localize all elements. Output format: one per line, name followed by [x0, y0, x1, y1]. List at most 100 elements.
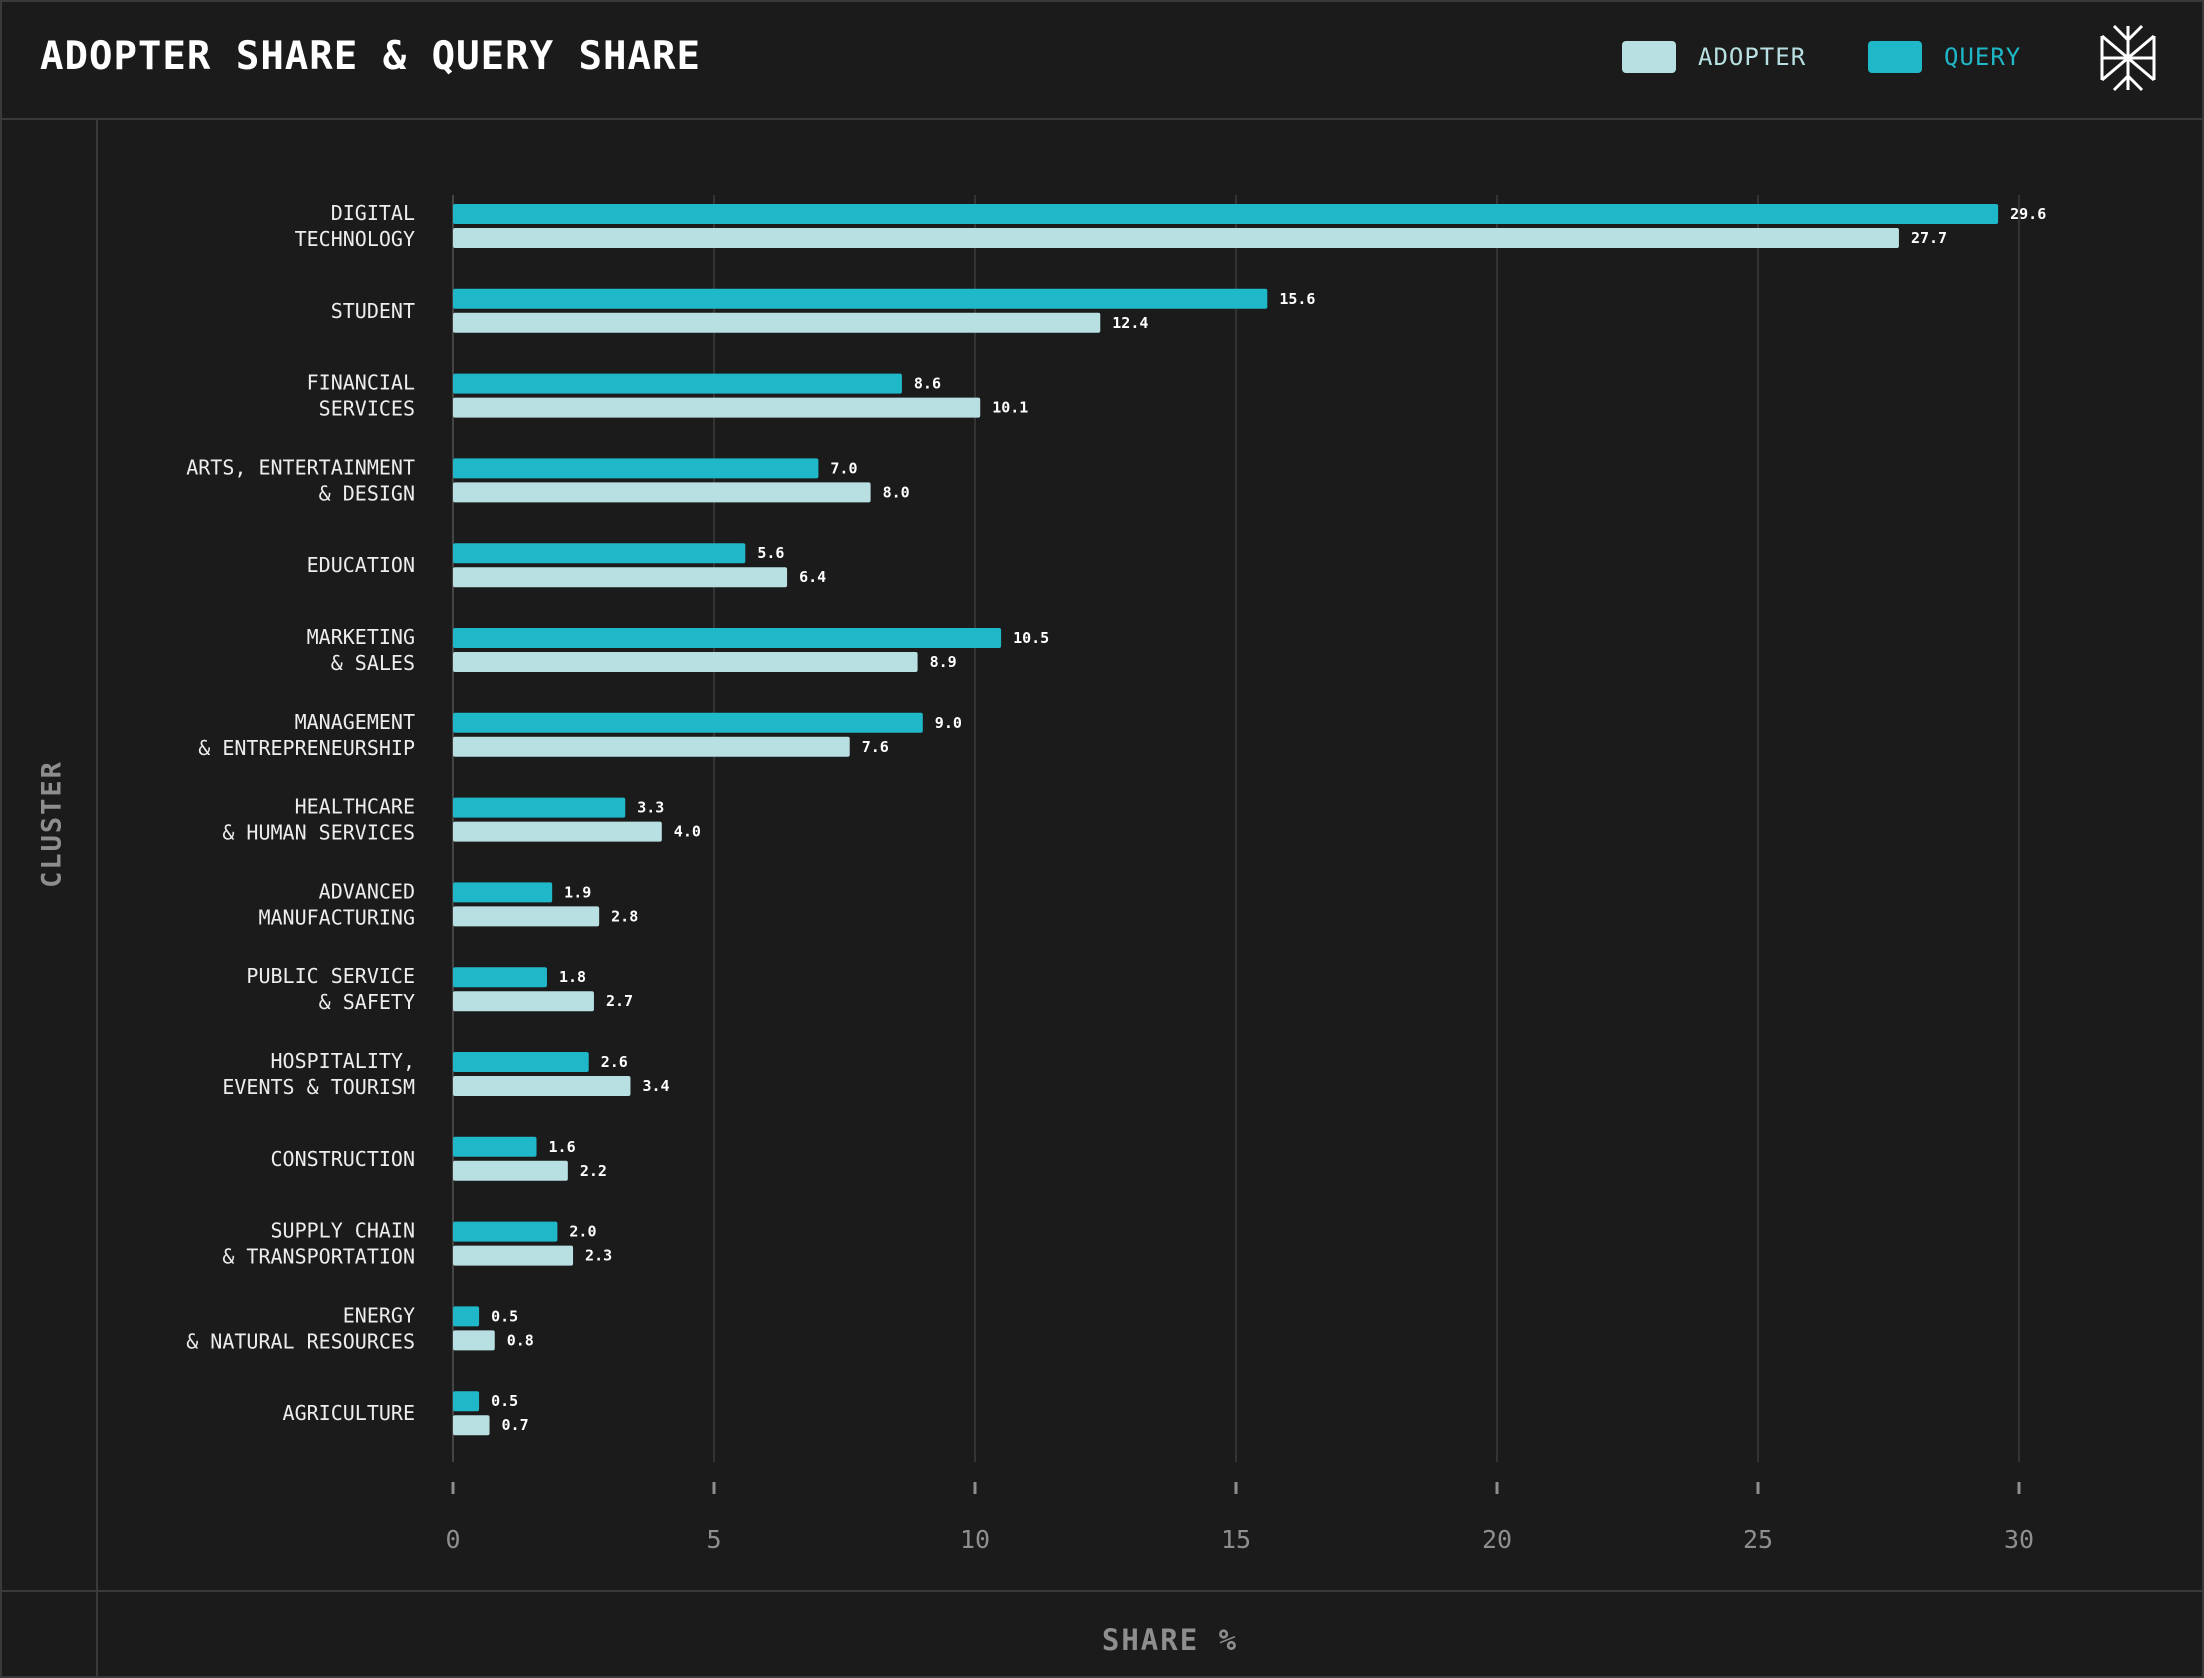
category-label: & HUMAN SERVICES: [222, 821, 415, 845]
category-label: HEALTHCARE: [295, 795, 415, 819]
category-label: DIGITAL: [331, 201, 415, 225]
legend-swatch-adopter: [1622, 41, 1676, 73]
category-label: & SAFETY: [319, 990, 415, 1014]
bar-query: [453, 1052, 589, 1072]
bar-adopter: [453, 1330, 495, 1351]
category-label: SUPPLY CHAIN: [271, 1219, 416, 1243]
category-label: & ENTREPRENEURSHIP: [198, 736, 415, 760]
category-label: ENERGY: [343, 1303, 415, 1327]
x-tick-label: 10: [960, 1525, 990, 1554]
bar-query: [453, 882, 553, 903]
data-label-adopter: 8.0: [883, 483, 910, 501]
data-label-query: 7.0: [830, 459, 857, 477]
legend-item-adopter: ADOPTER: [1622, 40, 1806, 74]
category-label: MANUFACTURING: [258, 905, 415, 929]
category-label: MARKETING: [307, 625, 415, 649]
chart-header: ADOPTER SHARE & QUERY SHARE ADOPTER QUER…: [0, 0, 2204, 120]
data-label-adopter: 0.7: [502, 1416, 529, 1434]
x-axis-title: SHARE %: [1101, 1623, 1239, 1657]
data-label-adopter: 12.4: [1112, 314, 1148, 332]
bar-adopter: [453, 1415, 490, 1436]
bar-adopter: [453, 652, 918, 672]
data-label-query: 2.6: [601, 1053, 628, 1071]
category-label: CONSTRUCTION: [271, 1147, 416, 1171]
category-label: SERVICES: [319, 397, 415, 421]
bar-query: [453, 288, 1268, 309]
x-tick-label: 25: [1743, 1525, 1773, 1554]
x-axis-footer-rule: [0, 1590, 2204, 1592]
bar-adopter: [453, 567, 788, 588]
data-label-query: 8.6: [914, 375, 941, 393]
data-label-adopter: 2.7: [606, 992, 633, 1010]
asterisk-star-logo-icon: [2100, 24, 2156, 92]
data-label-query: 1.8: [559, 968, 586, 986]
bar-adopter: [453, 1160, 568, 1181]
data-label-adopter: 2.3: [585, 1247, 612, 1265]
data-label-query: 15.6: [1279, 290, 1315, 308]
bar-query: [453, 1391, 480, 1412]
category-label: & DESIGN: [319, 481, 415, 505]
category-label: AGRICULTURE: [283, 1401, 415, 1425]
category-label: & TRANSPORTATION: [222, 1245, 415, 1269]
bar-adopter: [453, 991, 594, 1012]
x-tick-label: 0: [445, 1525, 460, 1554]
bar-adopter: [453, 482, 871, 503]
category-label: ARTS, ENTERTAINMENT: [186, 455, 415, 479]
x-tick-label: 15: [1221, 1525, 1251, 1554]
data-label-query: 29.6: [2010, 205, 2046, 223]
category-label: EDUCATION: [307, 553, 415, 577]
bar-adopter: [453, 228, 1899, 248]
category-label: ADVANCED: [319, 879, 415, 903]
bar-query: [453, 1136, 537, 1157]
x-tick-label: 30: [2004, 1525, 2034, 1554]
bar-query: [453, 628, 1002, 648]
data-label-adopter: 4.0: [674, 823, 701, 841]
legend-item-query: QUERY: [1868, 40, 2021, 74]
bar-adopter: [453, 1245, 574, 1266]
bar-adopter: [453, 906, 600, 927]
bar-query: [453, 373, 902, 394]
data-label-query: 2.0: [569, 1223, 596, 1241]
category-label: FINANCIAL: [307, 371, 415, 395]
data-label-query: 0.5: [491, 1307, 518, 1325]
bar-adopter: [453, 397, 981, 418]
category-label: MANAGEMENT: [295, 710, 415, 734]
data-label-adopter: 6.4: [799, 568, 826, 586]
data-label-adopter: 3.4: [642, 1077, 669, 1095]
data-label-query: 10.5: [1013, 629, 1049, 647]
data-label-query: 3.3: [637, 799, 664, 817]
bar-adopter: [453, 821, 662, 842]
category-label: & SALES: [331, 651, 415, 675]
category-label: STUDENT: [331, 299, 415, 323]
data-label-query: 0.5: [491, 1392, 518, 1410]
data-label-adopter: 8.9: [930, 653, 957, 671]
legend-swatch-query: [1868, 41, 1922, 73]
data-label-query: 1.6: [549, 1138, 576, 1156]
bar-adopter: [453, 1076, 631, 1096]
category-label: PUBLIC SERVICE: [246, 964, 415, 988]
data-label-query: 9.0: [935, 714, 962, 732]
bar-query: [453, 1306, 480, 1327]
bar-query: [453, 1221, 558, 1242]
bar-query: [453, 797, 626, 818]
category-label: HOSPITALITY,: [271, 1049, 416, 1073]
x-tick-label: 5: [706, 1525, 721, 1554]
data-label-query: 1.9: [564, 883, 591, 901]
data-label-adopter: 2.8: [611, 907, 638, 925]
data-label-adopter: 27.7: [1911, 229, 1947, 247]
bar-adopter: [453, 736, 850, 757]
bar-query: [453, 543, 746, 564]
bar-query: [453, 458, 819, 479]
y-axis-rail: [96, 120, 98, 1678]
data-label-adopter: 10.1: [992, 399, 1028, 417]
category-label: & NATURAL RESOURCES: [186, 1329, 415, 1353]
bar-query: [453, 712, 923, 733]
bar-query: [453, 967, 547, 988]
data-label-adopter: 7.6: [862, 738, 889, 756]
chart-title: ADOPTER SHARE & QUERY SHARE: [40, 34, 701, 79]
bar-query: [453, 204, 1999, 224]
legend-label-adopter: ADOPTER: [1698, 43, 1807, 71]
x-tick-label: 20: [1482, 1525, 1512, 1554]
